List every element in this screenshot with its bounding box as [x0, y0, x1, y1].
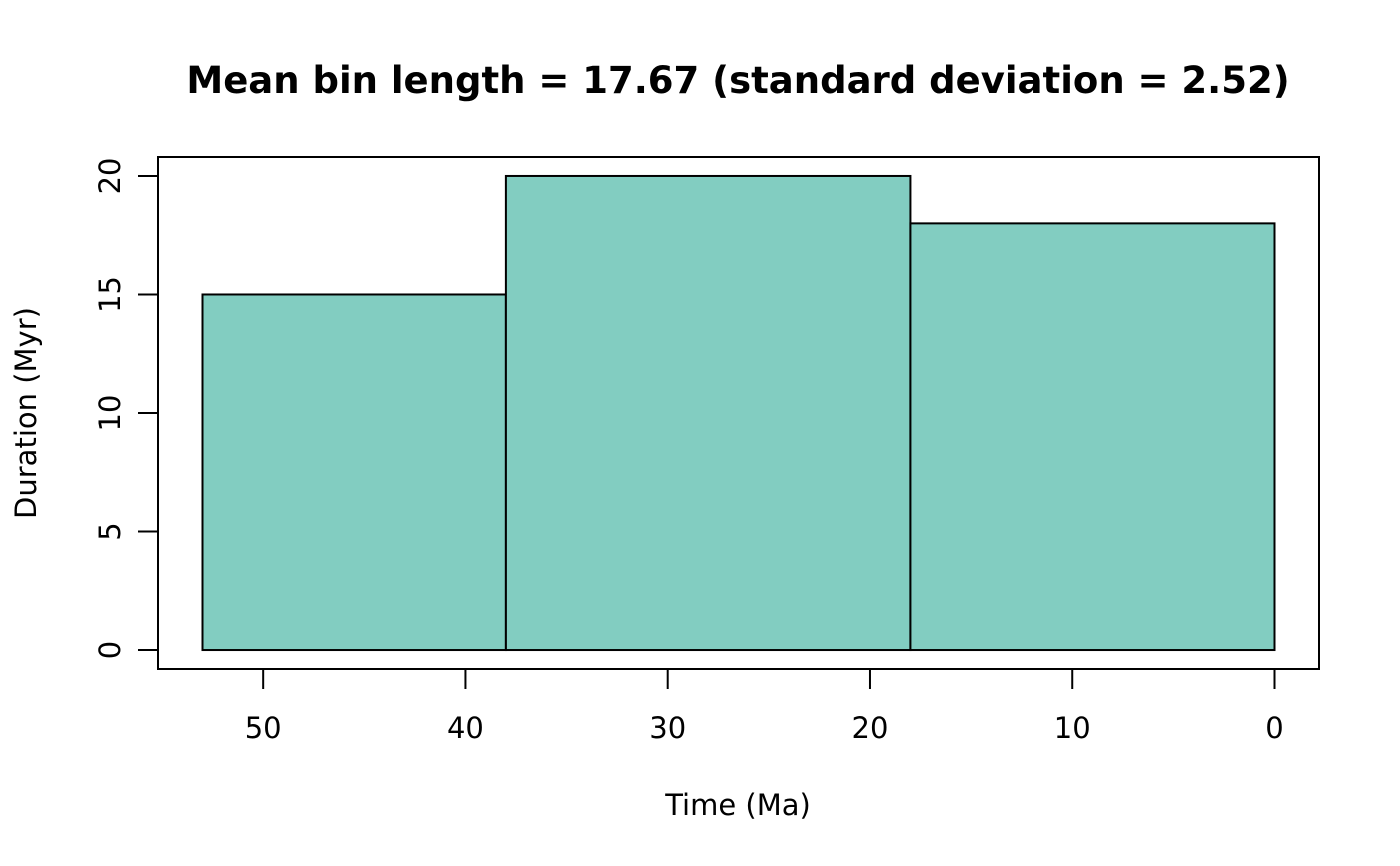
bar-2: [504, 174, 912, 652]
bars-group: [201, 174, 1276, 652]
x-tick-label-20: 20: [852, 711, 889, 745]
x-axis: 50 40 30 20 10 0: [245, 668, 1284, 745]
y-tick-label-0: 0: [93, 641, 127, 659]
y-tick-label-5: 5: [93, 522, 127, 540]
chart-title: Mean bin length = 17.67 (standard deviat…: [186, 59, 1289, 102]
x-axis-label: Time (Ma): [664, 788, 811, 822]
y-axis-label: Duration (Myr): [9, 307, 43, 519]
y-tick-label-15: 15: [93, 276, 127, 313]
x-tick-label-50: 50: [245, 711, 282, 745]
x-tick-label-40: 40: [447, 711, 484, 745]
x-tick-label-0: 0: [1265, 711, 1283, 745]
x-tick-label-10: 10: [1054, 711, 1091, 745]
bar-1: [201, 293, 507, 652]
y-tick-label-20: 20: [93, 158, 127, 195]
y-tick-label-10: 10: [93, 395, 127, 432]
y-axis: 0 5 10 15 20: [93, 158, 159, 659]
x-tick-label-30: 30: [649, 711, 686, 745]
bar-3: [909, 222, 1276, 652]
